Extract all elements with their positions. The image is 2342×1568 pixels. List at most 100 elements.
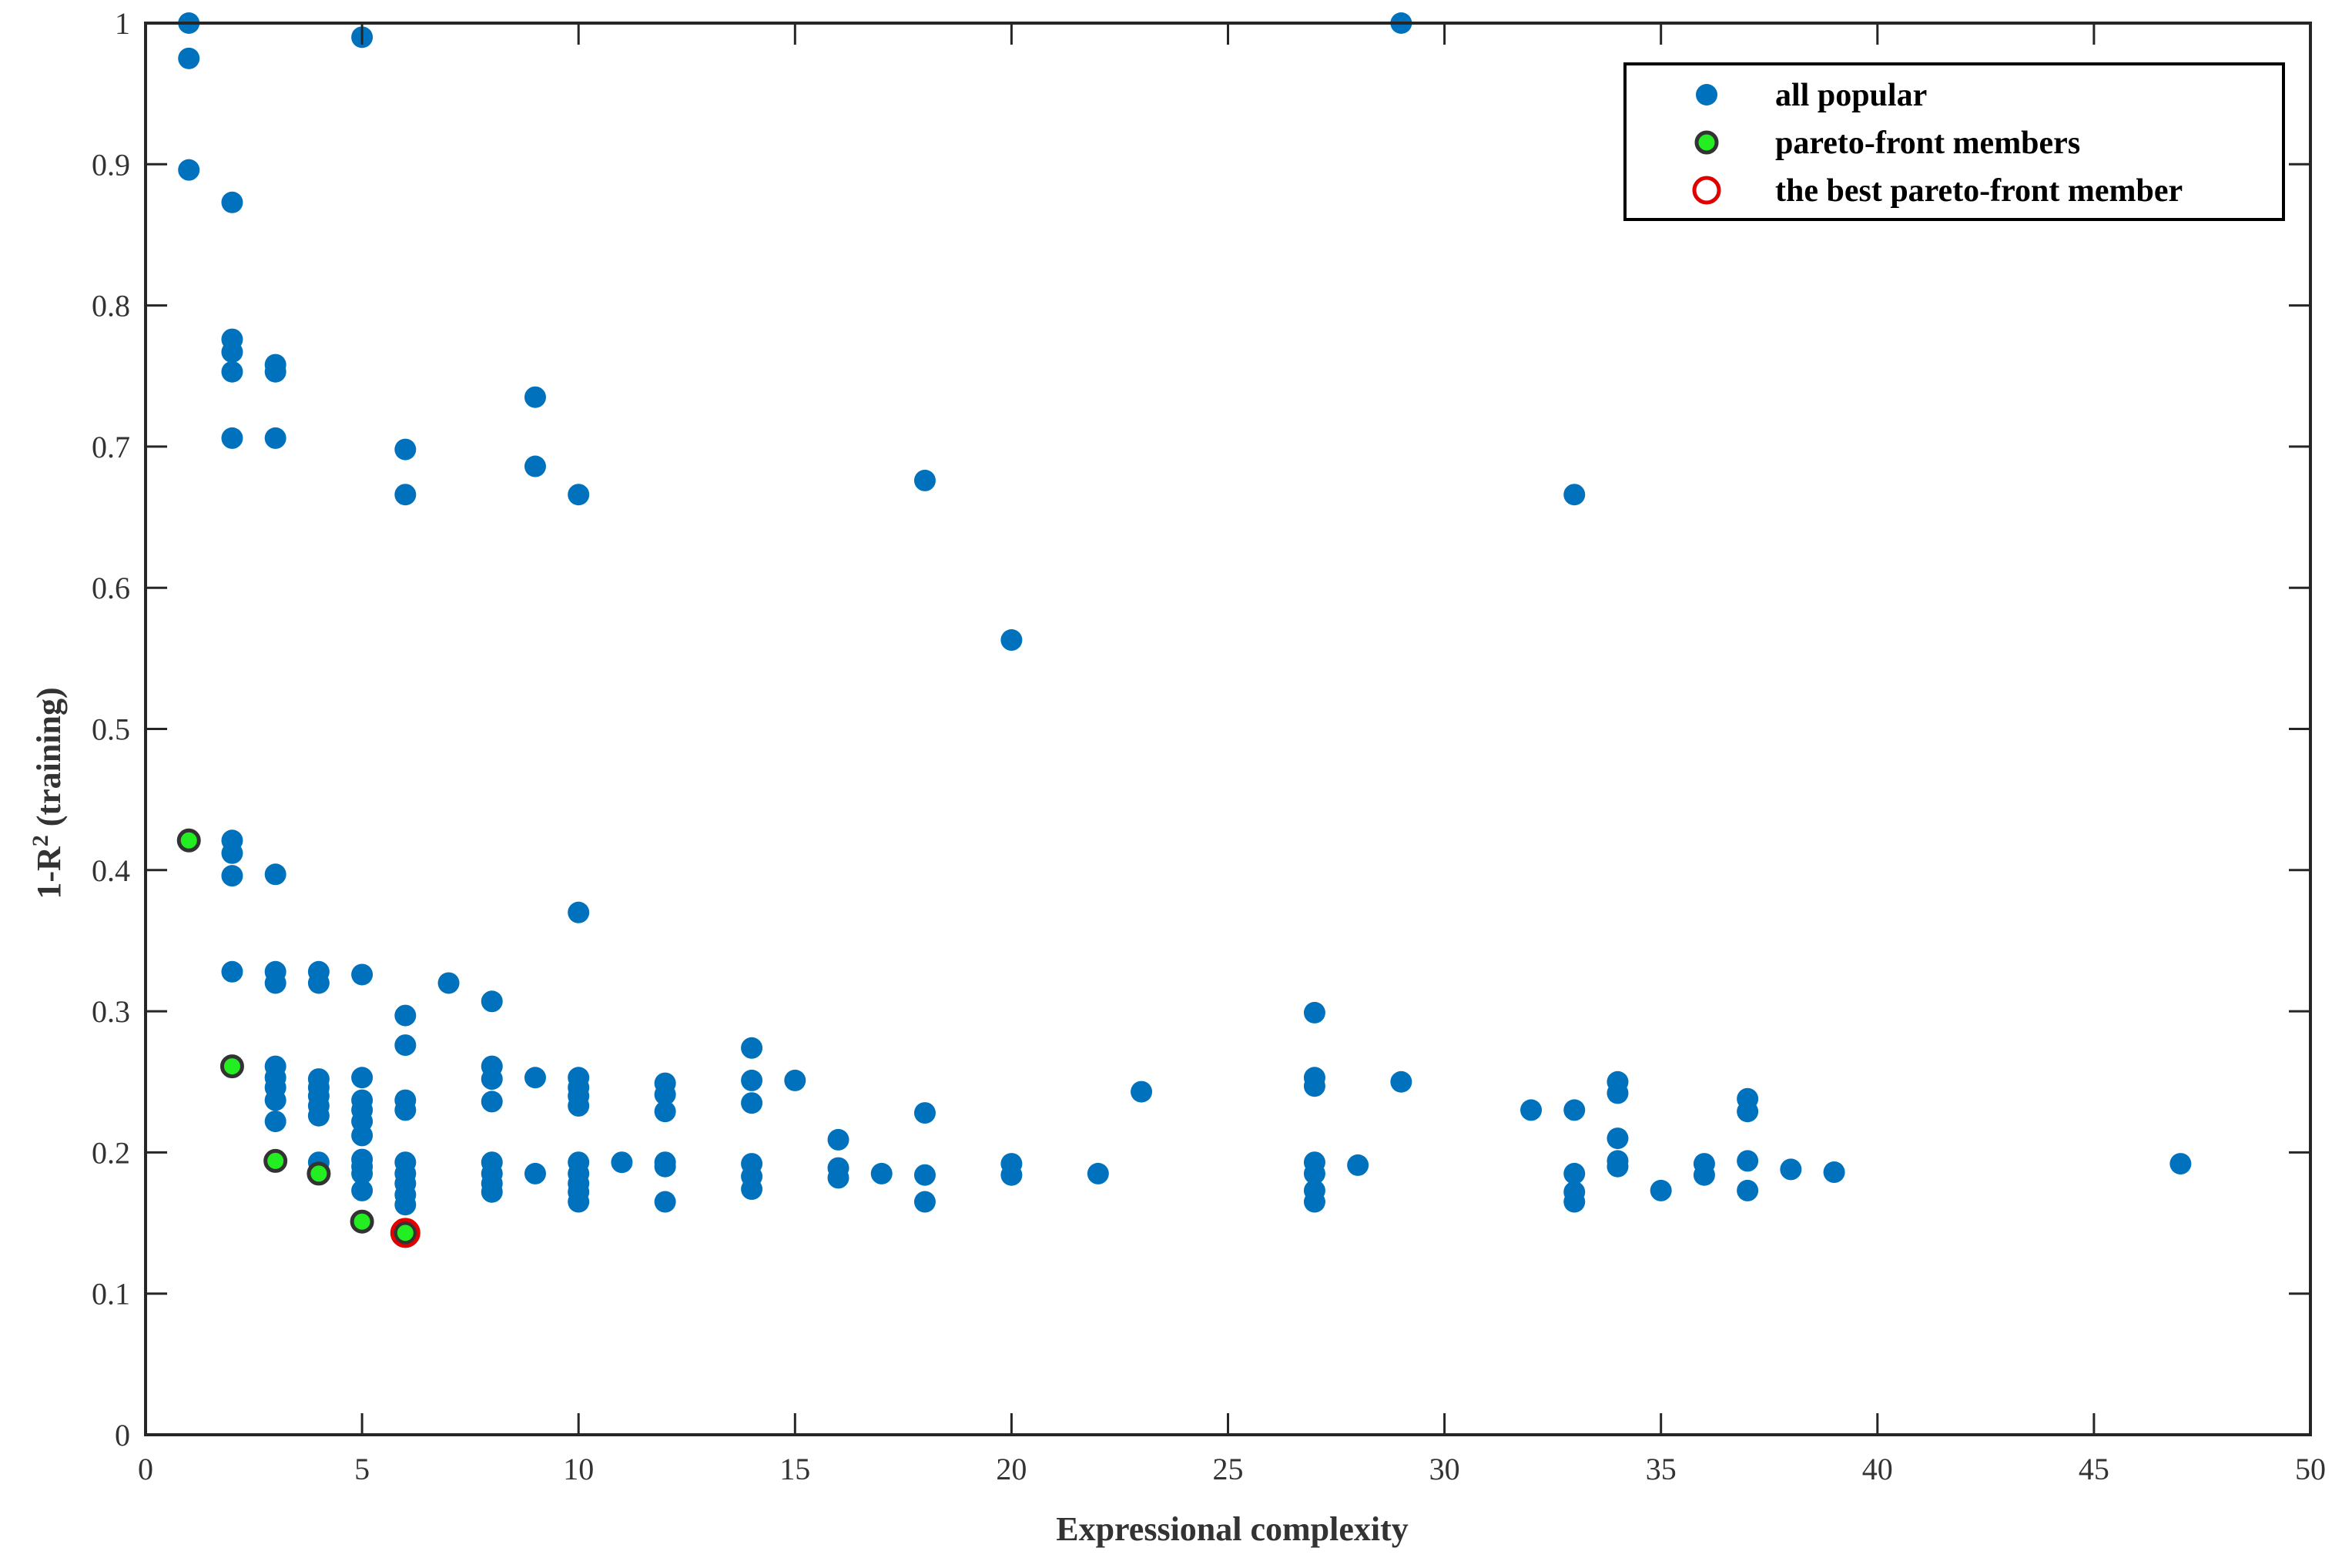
point-all	[264, 427, 286, 449]
y-axis-label-suffix: (training)	[30, 687, 68, 835]
point-all	[481, 990, 503, 1013]
legend-marker-best	[1692, 176, 1721, 205]
point-all	[307, 972, 330, 994]
legend-box	[1623, 62, 2285, 221]
point-all	[870, 1162, 893, 1184]
point-all	[178, 159, 200, 181]
point-pareto	[350, 1209, 374, 1234]
point-all	[1131, 1081, 1153, 1103]
point-all	[1607, 1127, 1629, 1150]
x-tick-label: 25	[1213, 1452, 1244, 1486]
point-all	[611, 1151, 633, 1174]
point-all	[1563, 1162, 1586, 1184]
y-axis-ticks: 0 0.1 0.2 0.3 0.4 0.5 0.6 0.7 0.8 0.9 1	[92, 6, 2310, 1452]
point-all	[1303, 1162, 1325, 1184]
series-best-member	[390, 1218, 420, 1248]
point-all	[1390, 1070, 1412, 1093]
y-tick-label: 0.7	[92, 430, 130, 464]
point-all	[1087, 1162, 1109, 1184]
point-all	[394, 1004, 417, 1027]
point-all	[568, 1191, 590, 1213]
point-all	[1563, 1099, 1586, 1121]
point-all	[654, 1084, 676, 1106]
point-all	[394, 1194, 417, 1216]
point-all	[264, 360, 286, 383]
point-pareto	[219, 1054, 244, 1079]
point-all	[654, 1155, 676, 1178]
y-tick-label: 0.8	[92, 289, 130, 323]
y-tick-label: 0.3	[92, 994, 130, 1029]
legend-label-all: all popular	[1775, 78, 1927, 113]
point-all	[264, 863, 286, 886]
y-tick-label: 0.9	[92, 147, 130, 182]
y-tick-label: 0.1	[92, 1277, 130, 1312]
point-all	[524, 1067, 546, 1089]
point-all	[264, 1111, 286, 1133]
point-all	[221, 341, 243, 364]
point-all	[351, 963, 374, 986]
point-all	[221, 960, 243, 983]
point-all	[1303, 1001, 1325, 1024]
point-best	[390, 1218, 420, 1248]
legend-label-pareto: pareto-front members	[1775, 126, 2080, 161]
point-all	[913, 469, 936, 491]
x-tick-label: 10	[563, 1452, 594, 1486]
point-pareto	[393, 1221, 417, 1245]
point-all	[221, 191, 243, 213]
point-all	[394, 484, 417, 506]
point-all	[568, 484, 590, 506]
point-all	[221, 427, 243, 449]
y-axis-label-superscript: 2	[28, 835, 53, 846]
point-all	[351, 1124, 374, 1147]
point-all	[178, 47, 200, 69]
point-all	[1650, 1179, 1672, 1201]
point-all	[351, 1162, 374, 1184]
point-all	[264, 1089, 286, 1111]
point-all	[481, 1181, 503, 1203]
point-pareto	[176, 828, 201, 853]
x-tick-label: 0	[138, 1452, 153, 1486]
point-all	[568, 1094, 590, 1117]
point-all	[741, 1092, 763, 1114]
point-all	[264, 972, 286, 994]
point-all	[524, 386, 546, 408]
point-all	[1303, 1191, 1325, 1213]
point-all	[481, 1068, 503, 1091]
point-all	[1693, 1164, 1715, 1186]
x-tick-label: 45	[2079, 1452, 2109, 1486]
point-all	[741, 1178, 763, 1201]
point-all	[524, 455, 546, 477]
point-all	[1823, 1161, 1845, 1184]
x-tick-label: 15	[779, 1452, 810, 1486]
x-axis-ticks: 0 5 10 15 20 25 30 35 40 45 50	[138, 23, 2326, 1486]
y-tick-label: 0.6	[92, 571, 130, 605]
legend: all popular pareto-front members the bes…	[1623, 62, 2285, 221]
y-tick-label: 0	[115, 1418, 130, 1452]
series-pareto-front	[176, 828, 417, 1245]
point-all	[394, 438, 417, 461]
y-axis-label: 1-R2 (training)	[28, 687, 68, 899]
legend-marker-all	[1696, 84, 1717, 106]
point-all	[351, 1179, 374, 1201]
point-all	[913, 1164, 936, 1186]
point-pareto	[263, 1148, 288, 1173]
point-all	[1303, 1075, 1325, 1097]
point-all	[1000, 1164, 1023, 1186]
point-all	[221, 360, 243, 383]
point-all	[913, 1191, 936, 1213]
x-tick-label: 50	[2295, 1452, 2326, 1486]
y-axis-label-prefix: 1-R	[30, 846, 68, 900]
point-all	[394, 1099, 417, 1121]
y-tick-label: 0.5	[92, 712, 130, 747]
legend-marker-pareto	[1694, 130, 1719, 155]
point-pareto	[307, 1161, 331, 1186]
y-tick-label: 1	[115, 6, 130, 41]
point-all	[654, 1191, 676, 1213]
point-all	[1563, 484, 1586, 506]
point-all	[1000, 629, 1023, 652]
point-all	[827, 1167, 849, 1189]
point-all	[1737, 1179, 1759, 1201]
point-all	[307, 1104, 330, 1127]
point-all	[394, 1034, 417, 1057]
